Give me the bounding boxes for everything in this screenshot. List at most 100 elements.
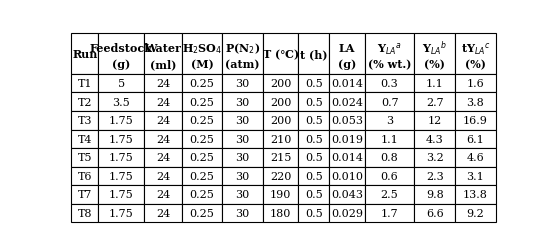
Text: 3.1: 3.1	[466, 171, 484, 181]
Bar	[298, 130, 330, 148]
Bar	[263, 34, 298, 75]
Bar	[455, 148, 495, 167]
Bar	[222, 167, 263, 185]
Bar	[414, 93, 455, 112]
Bar	[263, 185, 298, 204]
Text: 0.7: 0.7	[381, 97, 398, 107]
Bar	[181, 148, 222, 167]
Text: 30: 30	[236, 153, 249, 163]
Bar	[98, 185, 144, 204]
Bar	[298, 75, 330, 93]
Text: 0.5: 0.5	[305, 190, 323, 200]
Text: 0.25: 0.25	[190, 97, 215, 107]
Bar	[330, 148, 365, 167]
Text: T8: T8	[77, 208, 92, 218]
Text: Run: Run	[72, 49, 97, 60]
Text: 0.5: 0.5	[305, 134, 323, 144]
Bar	[98, 204, 144, 222]
Text: H$_2$SO$_4$: H$_2$SO$_4$	[182, 42, 222, 55]
Bar	[144, 75, 181, 93]
Text: Y$_{LA}$$^{a}$: Y$_{LA}$$^{a}$	[377, 41, 402, 56]
Text: 24: 24	[156, 208, 170, 218]
Text: 3.8: 3.8	[466, 97, 484, 107]
Bar	[330, 185, 365, 204]
Text: (M): (M)	[191, 59, 213, 70]
Text: (atm): (atm)	[225, 59, 260, 70]
Text: 24: 24	[156, 171, 170, 181]
Text: 24: 24	[156, 97, 170, 107]
Bar	[414, 204, 455, 222]
Text: 0.5: 0.5	[305, 116, 323, 126]
Text: T1: T1	[77, 79, 92, 89]
Bar	[414, 130, 455, 148]
Text: 0.019: 0.019	[331, 134, 363, 144]
Text: 16.9: 16.9	[463, 116, 488, 126]
Bar	[263, 148, 298, 167]
Text: tY$_{LA}$$^{c}$: tY$_{LA}$$^{c}$	[461, 41, 490, 56]
Bar	[365, 148, 414, 167]
Bar	[144, 204, 181, 222]
Bar	[181, 204, 222, 222]
Bar	[455, 204, 495, 222]
Bar	[144, 112, 181, 130]
Bar	[455, 93, 495, 112]
Bar	[298, 185, 330, 204]
Text: T3: T3	[77, 116, 92, 126]
Bar	[298, 93, 330, 112]
Text: T5: T5	[77, 153, 92, 163]
Bar	[181, 93, 222, 112]
Text: T2: T2	[77, 97, 92, 107]
Text: 210: 210	[270, 134, 291, 144]
Text: 200: 200	[270, 97, 291, 107]
Text: 30: 30	[236, 134, 249, 144]
Bar	[181, 34, 222, 75]
Bar	[263, 75, 298, 93]
Bar	[71, 204, 98, 222]
Bar	[181, 130, 222, 148]
Text: 3.5: 3.5	[112, 97, 130, 107]
Bar	[263, 204, 298, 222]
Bar	[98, 34, 144, 75]
Text: 0.5: 0.5	[305, 208, 323, 218]
Bar	[222, 204, 263, 222]
Bar	[144, 34, 181, 75]
Text: 215: 215	[270, 153, 291, 163]
Bar	[298, 112, 330, 130]
Bar	[414, 185, 455, 204]
Bar	[455, 130, 495, 148]
Text: 30: 30	[236, 116, 249, 126]
Text: 1.1: 1.1	[426, 79, 444, 89]
Bar	[263, 93, 298, 112]
Text: 1.75: 1.75	[109, 116, 134, 126]
Text: LA: LA	[339, 43, 356, 54]
Bar	[222, 185, 263, 204]
Text: 0.053: 0.053	[331, 116, 363, 126]
Text: 220: 220	[270, 171, 291, 181]
Bar	[365, 112, 414, 130]
Bar	[414, 167, 455, 185]
Text: P(N$_2$): P(N$_2$)	[225, 41, 260, 56]
Bar	[298, 148, 330, 167]
Bar	[98, 148, 144, 167]
Text: 200: 200	[270, 79, 291, 89]
Text: (%): (%)	[424, 59, 445, 70]
Bar	[298, 34, 330, 75]
Text: 3: 3	[386, 116, 393, 126]
Text: 4.3: 4.3	[426, 134, 444, 144]
Text: Y$_{LA}$$^{b}$: Y$_{LA}$$^{b}$	[422, 40, 447, 58]
Text: 24: 24	[156, 190, 170, 200]
Text: 0.8: 0.8	[380, 153, 399, 163]
Text: 5: 5	[118, 79, 125, 89]
Bar	[263, 130, 298, 148]
Bar	[222, 112, 263, 130]
Text: 0.25: 0.25	[190, 208, 215, 218]
Bar	[414, 112, 455, 130]
Text: 0.5: 0.5	[305, 97, 323, 107]
Bar	[365, 185, 414, 204]
Bar	[414, 148, 455, 167]
Text: (%): (%)	[465, 59, 486, 70]
Text: 1.75: 1.75	[109, 208, 134, 218]
Text: 3.2: 3.2	[426, 153, 444, 163]
Bar	[414, 75, 455, 93]
Text: 2.3: 2.3	[426, 171, 444, 181]
